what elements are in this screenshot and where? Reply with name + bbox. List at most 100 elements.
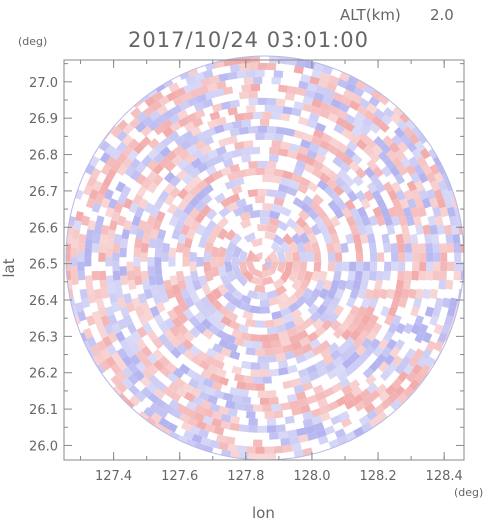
radar-bin <box>116 370 128 383</box>
radar-bin <box>86 336 97 348</box>
radar-bin <box>385 384 397 396</box>
radar-bin <box>443 224 453 235</box>
radar-bin <box>383 270 391 281</box>
radar-bin <box>110 126 122 138</box>
radar-bin <box>183 83 195 94</box>
radar-bin <box>429 288 439 300</box>
radar-bin <box>333 327 345 339</box>
radar-bin <box>152 219 162 231</box>
radar-bin <box>432 270 441 281</box>
radar-bin <box>433 261 441 272</box>
radar-bin <box>331 382 343 394</box>
radar-bin <box>183 391 196 403</box>
radar-bin <box>280 177 292 187</box>
radar-bin <box>405 164 417 176</box>
radar-bin <box>178 443 190 454</box>
radar-bin <box>250 83 261 92</box>
radar-bin <box>220 413 232 423</box>
y-tick-label-3: 26.3 <box>29 330 58 345</box>
radar-bin <box>84 275 93 286</box>
radar-bin <box>434 297 444 309</box>
radar-bin <box>398 252 406 262</box>
radar-bin <box>381 233 390 244</box>
radar-bin <box>390 242 398 253</box>
radar-bin <box>188 134 200 146</box>
radar-bin <box>91 201 102 213</box>
radar-bin <box>332 91 344 102</box>
radar-bin <box>103 188 114 201</box>
radar-bin <box>253 76 263 84</box>
radar-bin <box>284 350 296 360</box>
radar-bin <box>115 288 124 300</box>
radar-bin <box>328 105 340 116</box>
radar-bin <box>414 315 425 327</box>
radar-bin <box>406 180 417 192</box>
radar-bin <box>204 270 214 282</box>
radar-bin <box>216 116 227 126</box>
radar-bin <box>245 168 256 177</box>
radar-bin <box>284 415 295 425</box>
radar-bin <box>359 279 369 291</box>
radar-bin <box>364 110 376 122</box>
radar-bin <box>338 102 350 113</box>
radar-bin <box>189 292 201 304</box>
radar-bin <box>105 156 117 168</box>
radar-bin <box>452 233 461 244</box>
radar-bin <box>314 359 327 371</box>
y-tick-label-6: 26.6 <box>29 221 58 236</box>
radar-bin <box>133 266 142 277</box>
radar-bin <box>302 411 313 421</box>
radar-bin <box>364 288 374 300</box>
radar-bin <box>398 297 408 309</box>
radar-bin <box>327 199 339 212</box>
radar-bin <box>402 126 415 138</box>
radar-bin <box>444 197 454 209</box>
radar-bin <box>295 216 308 229</box>
radar-bin <box>293 65 304 75</box>
radar-bin <box>310 223 322 236</box>
radar-bin <box>418 243 427 253</box>
radar-bin <box>227 135 238 145</box>
radar-bin <box>295 354 307 364</box>
radar-bin <box>165 150 178 162</box>
radar-bin <box>389 399 402 411</box>
radar-bin <box>116 141 128 153</box>
radar-bin <box>180 288 191 300</box>
radar-bin <box>194 211 206 224</box>
radar-bin <box>203 251 212 262</box>
radar-bin <box>233 337 245 347</box>
radar-bin <box>142 322 153 334</box>
radar-bin <box>148 275 157 286</box>
radar-bin <box>131 215 142 227</box>
radar-bin <box>413 215 423 227</box>
radar-bin <box>152 337 164 350</box>
radar-bin <box>162 109 175 121</box>
radar-bin <box>159 292 170 304</box>
radar-bin <box>153 359 165 372</box>
radar-bin <box>269 261 280 274</box>
radar-bin <box>202 135 214 146</box>
radar-bin <box>370 252 378 262</box>
radar-bin <box>292 315 305 327</box>
radar-bin <box>250 334 261 342</box>
radar-bin <box>71 176 82 188</box>
radar-bin <box>326 81 338 92</box>
radar-bin <box>311 167 324 179</box>
radar-bin <box>399 198 410 210</box>
radar-bin <box>353 86 365 98</box>
radar-bin <box>355 79 367 91</box>
y-tick-label-0: 26.0 <box>29 439 58 454</box>
y-unit-label: (deg) <box>18 35 47 48</box>
radar-bin <box>344 199 356 211</box>
radar-bin <box>404 270 413 281</box>
radar-bin <box>259 209 271 218</box>
radar-bin <box>410 188 421 201</box>
y-tick-label-5: 26.5 <box>29 258 58 273</box>
radar-bin <box>343 336 356 349</box>
x-unit-label: (deg) <box>454 486 483 499</box>
radar-bin <box>309 338 321 350</box>
radar-bin <box>135 338 147 350</box>
radar-bin <box>309 311 322 323</box>
radar-bin <box>84 238 93 249</box>
radar-bin <box>176 343 188 355</box>
